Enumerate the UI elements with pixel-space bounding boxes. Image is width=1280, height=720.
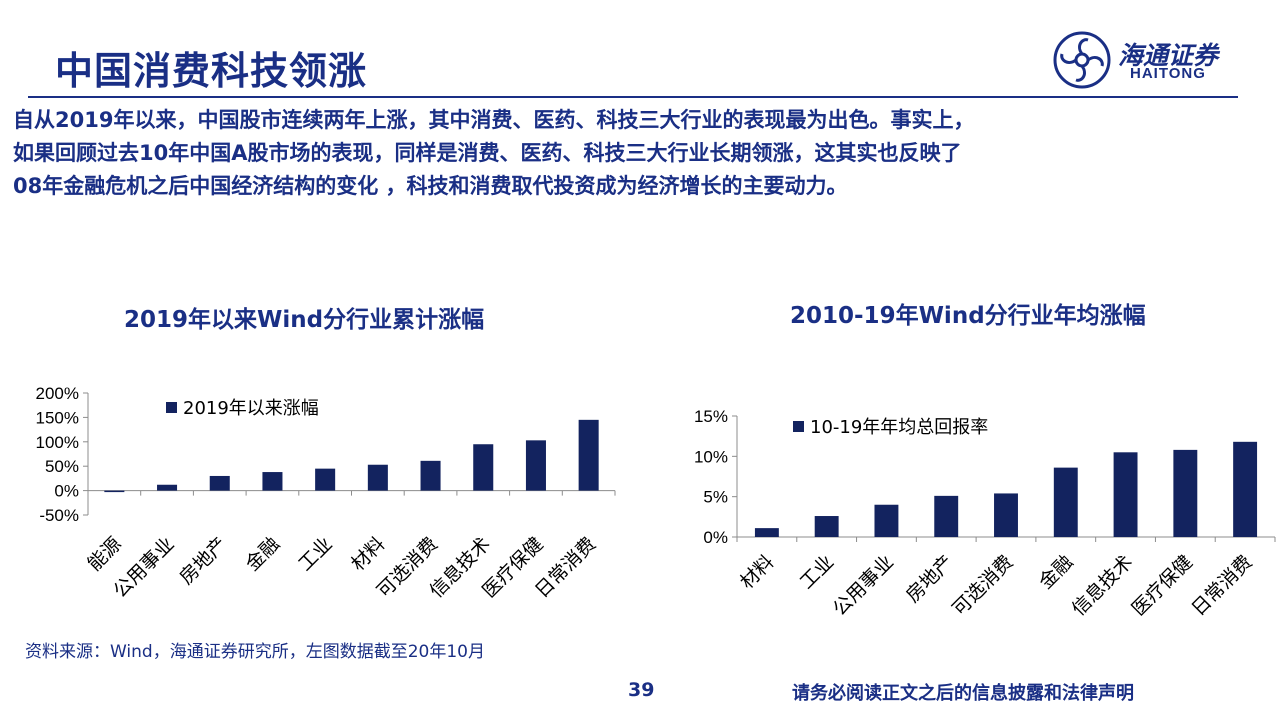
bar — [209, 475, 230, 491]
intro-line: 如果回顾过去10年中国A股市场的表现，同样是消费、医药、科技三大行业长期领涨，这… — [13, 141, 962, 165]
x-category-label: 日常消费 — [1187, 551, 1256, 620]
x-category-label: 房地产 — [175, 533, 231, 589]
page-number: 39 — [628, 679, 655, 701]
y-tick-label: 0% — [703, 528, 728, 547]
y-tick-label: 50% — [45, 457, 79, 476]
haitong-logo: 海通证券 HAITONG — [1052, 30, 1242, 90]
x-category-label: 信息技术 — [1068, 551, 1137, 620]
y-tick-label: 100% — [36, 433, 79, 452]
bar — [473, 444, 494, 491]
y-tick-label: 15% — [694, 407, 728, 426]
bar — [994, 493, 1018, 537]
x-category-label: 金融 — [1035, 551, 1077, 593]
bar — [1173, 449, 1198, 537]
disclaimer-text: 请务必阅读正文之后的信息披露和法律声明 — [792, 683, 1134, 704]
bar — [578, 419, 599, 491]
bar — [104, 490, 125, 493]
x-category-label: 可选消费 — [948, 551, 1017, 620]
chart-title-right: 2010-19年Wind分行业年均涨幅 — [790, 303, 1146, 329]
x-category-label: 材料 — [347, 533, 389, 575]
legend-swatch — [793, 421, 804, 432]
logo-cn-text: 海通证券 — [1118, 41, 1219, 70]
legend-swatch — [166, 402, 177, 413]
x-category-label: 工业 — [796, 551, 838, 593]
bar — [420, 460, 441, 491]
source-note: 资料来源：Wind，海通证券研究所，左图数据截至20年10月 — [25, 642, 485, 662]
x-category-label: 房地产 — [902, 551, 958, 607]
header-divider — [28, 96, 1238, 98]
intro-line: 自从2019年以来，中国股市连续两年上涨，其中消费、医药、科技三大行业的表现最为… — [13, 108, 975, 132]
y-tick-label: 150% — [36, 408, 79, 427]
x-category-label: 金融 — [242, 533, 284, 575]
bar — [367, 464, 388, 491]
y-tick-label: 10% — [694, 447, 728, 466]
y-tick-label: 200% — [36, 384, 79, 403]
intro-paragraph: 自从2019年以来，中国股市连续两年上涨，其中消费、医药、科技三大行业的表现最为… — [13, 104, 1268, 203]
bar — [525, 440, 546, 491]
chart-title-left: 2019年以来Wind分行业累计涨幅 — [124, 307, 485, 333]
bar — [1113, 452, 1138, 537]
legend-label: 10-19年年均总回报率 — [810, 417, 988, 438]
bar — [1233, 441, 1258, 537]
y-tick-label: 0% — [54, 482, 79, 501]
y-tick-label: 5% — [703, 488, 728, 507]
bar — [814, 516, 839, 537]
y-tick-label: -50% — [39, 506, 79, 525]
bar — [1053, 467, 1078, 537]
bar — [874, 504, 899, 537]
page-title: 中国消费科技领涨 — [55, 48, 368, 93]
bar — [754, 528, 779, 537]
x-category-label: 医疗保健 — [1128, 551, 1197, 620]
bar — [157, 484, 178, 491]
x-category-label: 材料 — [736, 551, 778, 593]
bar — [315, 468, 336, 491]
bar — [262, 472, 283, 491]
intro-line: 08年金融危机之后中国经济结构的变化 ，科技和消费取代投资成为经济增长的主要动力… — [13, 174, 848, 198]
x-category-label: 能源 — [83, 533, 125, 575]
logo-en-text: HAITONG — [1130, 65, 1206, 82]
x-category-label: 公用事业 — [829, 551, 898, 620]
haitong-logo-icon — [1053, 31, 1111, 89]
x-category-label: 工业 — [294, 533, 336, 575]
legend-label: 2019年以来涨幅 — [183, 398, 319, 419]
bar — [934, 495, 959, 537]
